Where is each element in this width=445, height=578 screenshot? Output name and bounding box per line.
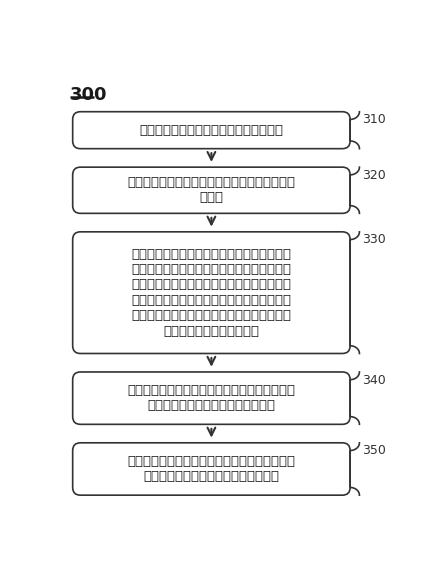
Text: 分离过程，并得到第二杂质和目标溶液: 分离过程，并得到第二杂质和目标溶液 xyxy=(143,470,279,483)
Text: 度维持在第三温度，并陈化第六时间: 度维持在第三温度，并陈化第六时间 xyxy=(147,399,275,412)
Text: 对目标物质沉淀进行溶解，得到第一溶液: 对目标物质沉淀进行溶解，得到第一溶液 xyxy=(139,124,283,136)
Text: 310: 310 xyxy=(363,113,386,126)
Text: 沉淀剂的流速使得第三反应釜中反应物的氟离: 沉淀剂的流速使得第三反应釜中反应物的氟离 xyxy=(131,309,291,323)
FancyBboxPatch shape xyxy=(73,112,350,149)
Text: 300: 300 xyxy=(69,86,107,104)
Text: 将陈化后的混合物静置第七时间，之后进行第三: 将陈化后的混合物静置第七时间，之后进行第三 xyxy=(127,455,295,468)
Text: 子浓度稳定在第一浓度范围: 子浓度稳定在第一浓度范围 xyxy=(163,325,259,338)
FancyBboxPatch shape xyxy=(73,443,350,495)
Text: 将溢出第三反应釜的混合物进行陈化，将陈化温: 将溢出第三反应釜的混合物进行陈化，将陈化温 xyxy=(127,384,295,397)
Text: 三温度: 三温度 xyxy=(199,191,223,205)
Text: 340: 340 xyxy=(363,373,386,387)
Text: 第三反应釜中反应第五时间后溢出所述第三反: 第三反应釜中反应第五时间后溢出所述第三反 xyxy=(131,263,291,276)
Text: 330: 330 xyxy=(363,234,386,246)
Text: 320: 320 xyxy=(363,169,386,181)
Text: 350: 350 xyxy=(363,444,386,457)
FancyBboxPatch shape xyxy=(73,372,350,424)
Text: 应稳定在第三温度下进行，并且通过调整含氟: 应稳定在第三温度下进行，并且通过调整含氟 xyxy=(131,294,291,307)
FancyBboxPatch shape xyxy=(73,167,350,213)
Text: 分别将第一溶液和含氟沉淀剂以适宜流速泵入: 分别将第一溶液和含氟沉淀剂以适宜流速泵入 xyxy=(131,247,291,261)
Text: 将第三反应釜中的反应温度维持在高于室温的第: 将第三反应釜中的反应温度维持在高于室温的第 xyxy=(127,176,295,189)
FancyBboxPatch shape xyxy=(73,232,350,354)
Text: 应釜；其中，在所述第五时间里，维持所述反: 应釜；其中，在所述第五时间里，维持所述反 xyxy=(131,279,291,291)
